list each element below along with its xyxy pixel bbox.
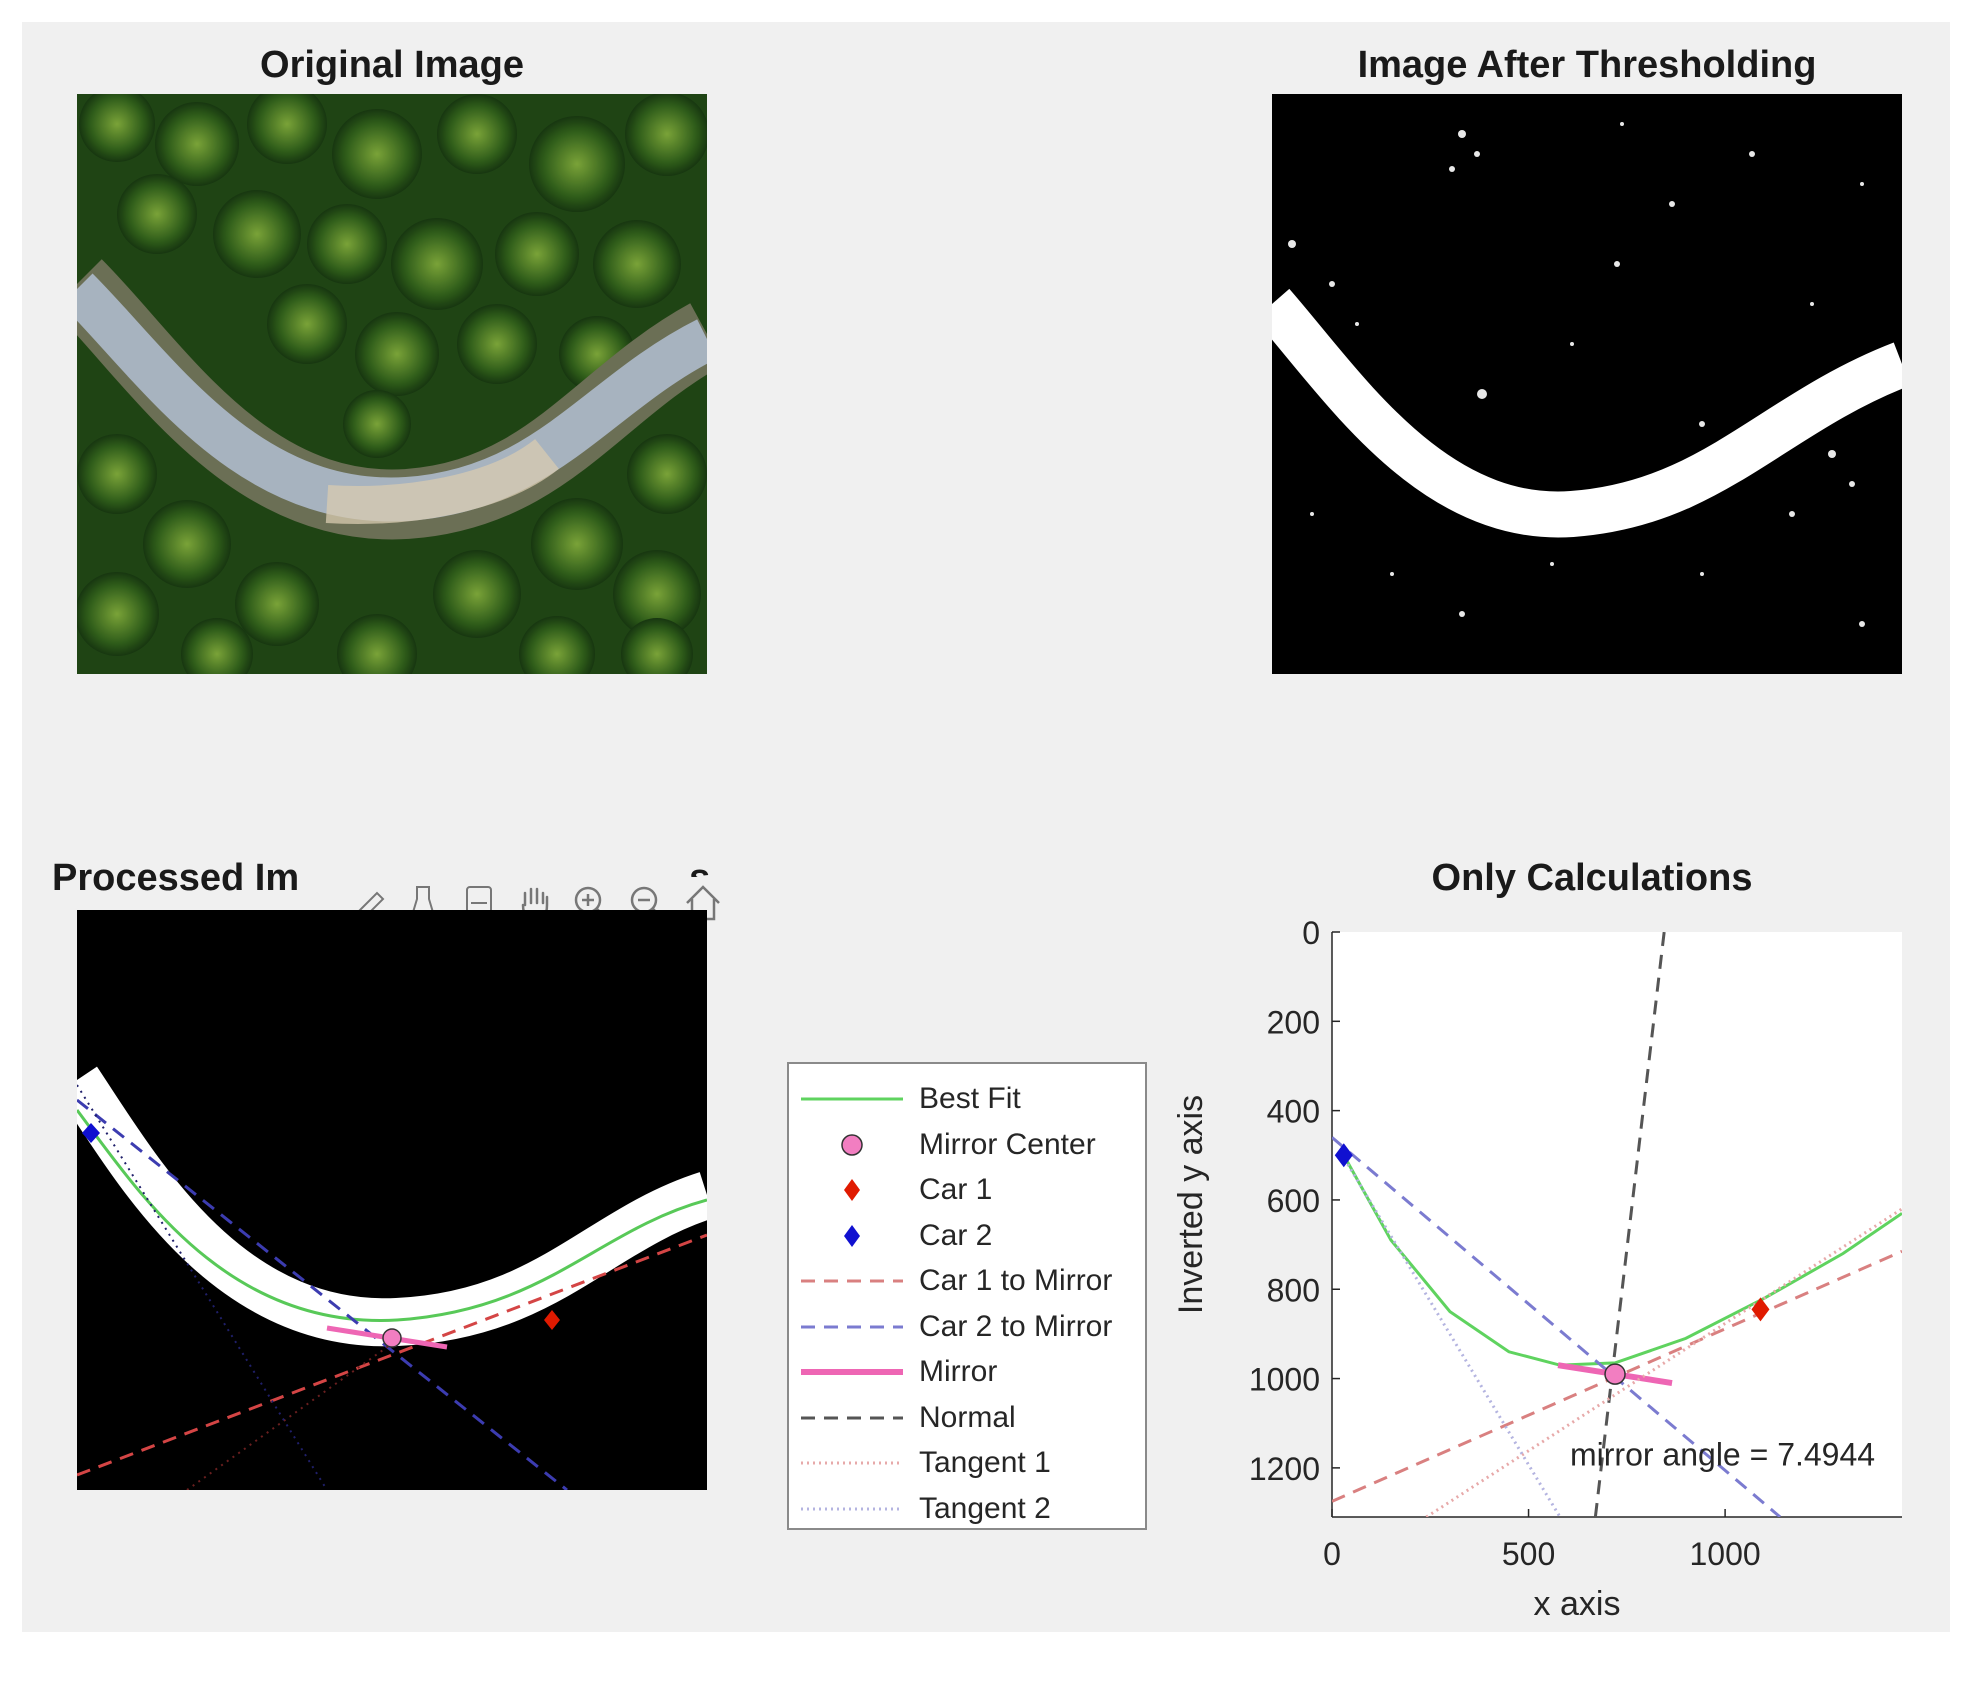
legend-symbol	[844, 1179, 860, 1201]
point-car-1	[1751, 1297, 1770, 1322]
legend-label: Mirror	[919, 1355, 998, 1388]
legend-label: Tangent 2	[919, 1491, 1051, 1525]
y-tick-label: 0	[1302, 915, 1320, 951]
legend-item: Normal	[789, 1395, 1145, 1441]
legend-symbol	[801, 1279, 903, 1283]
legend-symbol	[801, 1507, 903, 1510]
legend-item: Car 2	[789, 1213, 1145, 1259]
legend-symbol	[841, 1133, 863, 1156]
y-tick-label: 600	[1267, 1183, 1320, 1219]
point-car-2	[1334, 1143, 1353, 1168]
legend-box: Best Fit Mirror Center Car 1 Car 2 Car 1 to …	[787, 1062, 1147, 1530]
figure-window: Original Image	[22, 22, 1950, 1632]
legend-label: Car 1	[919, 1173, 993, 1206]
legend-item: Car 2 to Mirror	[789, 1304, 1145, 1350]
y-tick-label: 400	[1267, 1094, 1320, 1130]
pan-hand-icon[interactable]	[510, 877, 560, 929]
processed-title-left: Processed Im	[52, 857, 300, 899]
y-tick-label: 1000	[1249, 1362, 1320, 1398]
legend-label: Mirror Center	[919, 1127, 1096, 1161]
binary-mask-image	[1272, 94, 1902, 674]
legend-label: Car 2 to Mirror	[919, 1309, 1113, 1343]
y-tick-label: 800	[1267, 1272, 1320, 1308]
series-tangent-1	[1425, 1207, 1902, 1517]
x-tick-label: 500	[1502, 1536, 1555, 1572]
x-axis-label: x axis	[1534, 1585, 1621, 1623]
legend-label: Car 1 to Mirror	[919, 1264, 1113, 1297]
legend-symbol	[844, 1224, 860, 1247]
calc-chart: 0 200 400 600 800 1000 1200 0 500 1000 x axis Inver…	[1172, 915, 1902, 1623]
series-normal	[1593, 932, 1666, 1517]
mirror-angle-annotation: mirror angle = 7.4944	[1570, 1437, 1875, 1473]
legend-symbol	[801, 1369, 903, 1375]
legend-label: Tangent 1	[919, 1446, 1051, 1479]
series-tangent-2	[1346, 1163, 1562, 1517]
legend-label: Normal	[919, 1400, 1016, 1434]
legend-symbol	[801, 1461, 903, 1465]
legend-item: Car 1 to Mirror	[789, 1258, 1145, 1304]
legend-label: Best Fit	[919, 1082, 1021, 1115]
plot-area	[1332, 932, 1902, 1517]
legend-item: Best Fit	[789, 1076, 1145, 1122]
y-tick-label: 1200	[1249, 1451, 1320, 1487]
calc-chart-title: Only Calculations	[1431, 857, 1753, 899]
processed-image-title: Processed Ims	[52, 857, 772, 900]
aerial-forest-road-image	[77, 94, 707, 674]
legend-symbol	[801, 1097, 903, 1101]
point-mirror-center	[1604, 1363, 1626, 1385]
thresholded-image	[1272, 94, 1902, 674]
legend-item: Tangent 1	[789, 1440, 1145, 1486]
legend-item: Mirror	[789, 1349, 1145, 1395]
y-axis-label: Inverted y axis	[1172, 1095, 1210, 1314]
series-car-2-to-mirror	[1332, 1136, 1782, 1517]
processed-image	[77, 910, 707, 1490]
original-image	[77, 94, 707, 674]
legend-item: Tangent 2	[789, 1486, 1145, 1532]
x-tick-label: 0	[1323, 1536, 1341, 1572]
series-best-fit	[1342, 1154, 1902, 1367]
threshold-image-title: Image After Thresholding	[1357, 44, 1817, 86]
legend-item: Car 1	[789, 1167, 1145, 1213]
legend-symbol	[801, 1416, 903, 1419]
x-tick-label: 1000	[1690, 1536, 1761, 1572]
y-tick-label: 200	[1267, 1004, 1320, 1040]
series-group	[1332, 932, 1902, 1517]
processed-overlay-image	[77, 910, 707, 1490]
legend-label: Car 2	[919, 1218, 993, 1252]
original-image-title: Original Image	[260, 44, 524, 86]
legend-symbol	[801, 1325, 903, 1328]
legend-item: Mirror Center	[789, 1122, 1145, 1168]
